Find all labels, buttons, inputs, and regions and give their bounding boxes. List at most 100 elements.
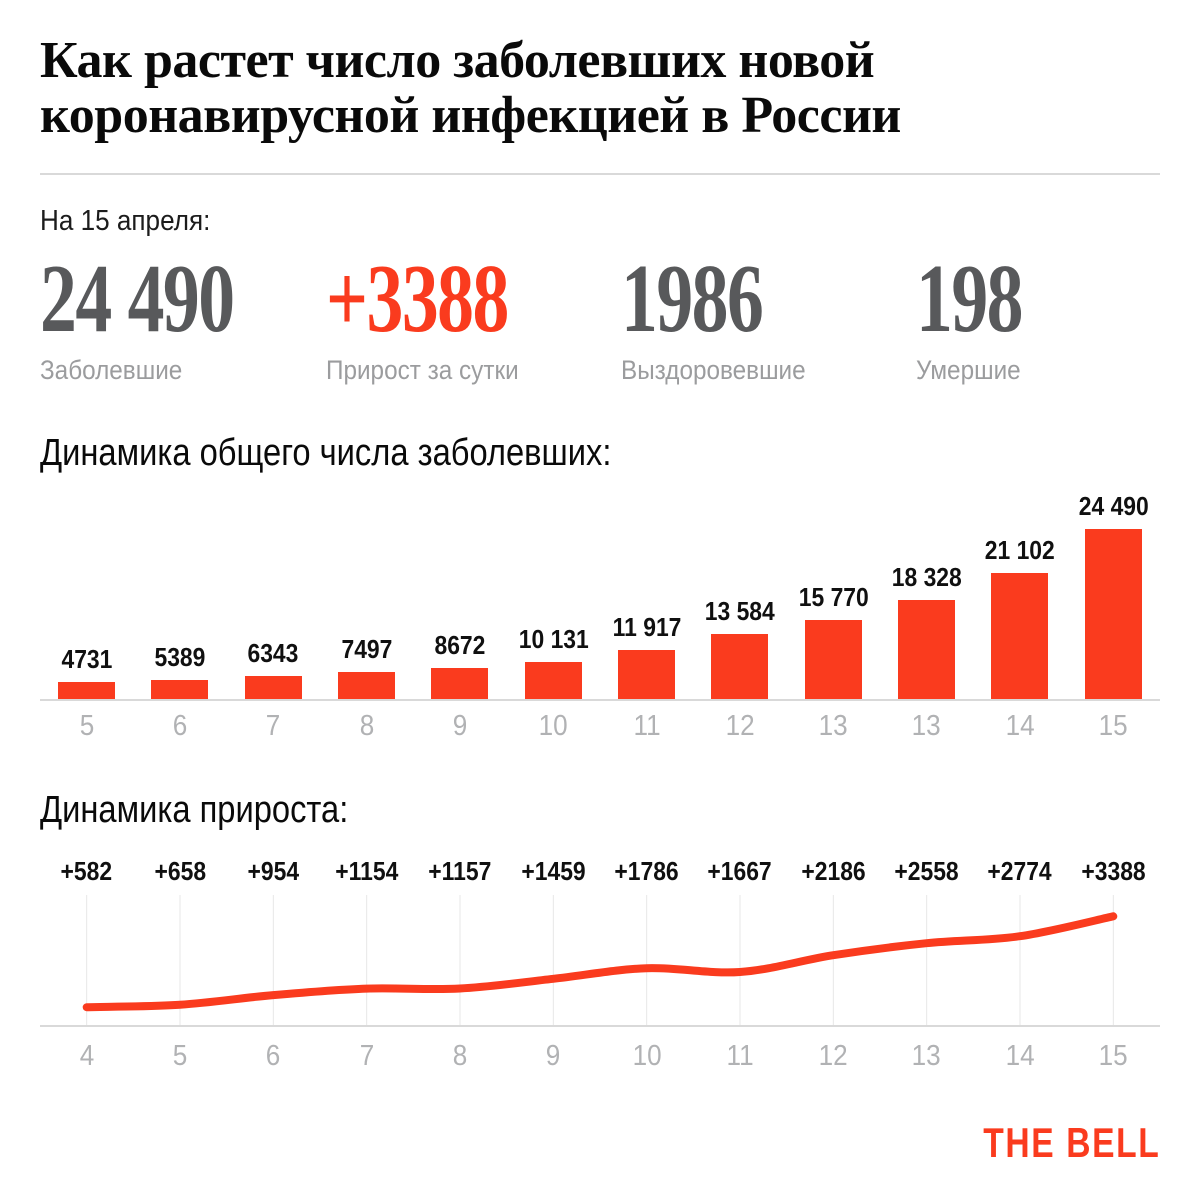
x-tick-text: 12 bbox=[725, 710, 755, 743]
x-tick-label: 6 bbox=[227, 1031, 320, 1073]
stat-label-text: Прирост за сутки bbox=[326, 355, 519, 386]
bar bbox=[991, 573, 1049, 700]
growth-line bbox=[82, 912, 1118, 1012]
x-tick-label: 15 bbox=[1067, 1031, 1160, 1073]
bar-value-label: 4731 bbox=[58, 644, 116, 675]
bar bbox=[431, 668, 489, 700]
bar-chart-x-axis: 5 6 7 8 9 10 11 12 13 13 14 15 bbox=[40, 701, 1160, 743]
point-label: +1786 bbox=[600, 856, 693, 887]
point-label-text: +1786 bbox=[614, 856, 679, 887]
x-tick-label: 6 bbox=[133, 701, 226, 743]
x-tick-label: 4 bbox=[40, 1031, 133, 1073]
bar-value-label: 8672 bbox=[431, 630, 489, 661]
x-tick-text: 10 bbox=[538, 710, 568, 743]
stat-value-text: +3388 bbox=[326, 245, 509, 353]
bar-value-text: 8672 bbox=[434, 630, 486, 661]
bar-value-label: 15 770 bbox=[794, 582, 874, 613]
bar-value-label: 18 328 bbox=[887, 562, 967, 593]
stat-value: 198 bbox=[916, 245, 1056, 353]
bar-chart: 4731 5389 6343 7497 8672 10 131 11 917 13 584 15… bbox=[40, 489, 1160, 702]
bar-value-text: 11 917 bbox=[612, 612, 681, 643]
point-label: +1667 bbox=[693, 856, 786, 887]
bar bbox=[338, 672, 396, 700]
x-tick-label: 8 bbox=[413, 1031, 506, 1073]
x-tick-label: 13 bbox=[880, 701, 973, 743]
x-tick-text: 9 bbox=[452, 710, 468, 743]
stat-value: 1986 bbox=[621, 250, 916, 347]
x-tick-text: 9 bbox=[546, 1040, 561, 1073]
x-tick-label: 11 bbox=[600, 701, 693, 743]
bar-value-label: 7497 bbox=[338, 634, 396, 665]
bar bbox=[898, 600, 956, 700]
x-tick-label: 12 bbox=[787, 1031, 880, 1073]
point-label: +1154 bbox=[320, 856, 413, 887]
stat-label-text: Заболевшие bbox=[40, 355, 183, 386]
bar bbox=[1084, 529, 1142, 700]
x-tick-label: 13 bbox=[787, 701, 880, 743]
bar bbox=[58, 682, 116, 700]
x-tick-label: 14 bbox=[973, 701, 1066, 743]
x-tick-text: 4 bbox=[79, 1040, 94, 1073]
bar-column: 15 770 bbox=[787, 582, 880, 700]
x-tick-text: 7 bbox=[359, 1040, 374, 1073]
x-tick-text: 15 bbox=[1098, 710, 1128, 743]
line-chart-title: Динамика прироста: bbox=[40, 789, 349, 832]
bar-value-text: 10 131 bbox=[518, 624, 589, 655]
bar bbox=[524, 662, 582, 700]
bar bbox=[711, 634, 769, 700]
bar-value-label: 13 584 bbox=[700, 596, 780, 627]
bar-value-label: 5389 bbox=[151, 642, 209, 673]
x-tick-label: 11 bbox=[693, 1031, 786, 1073]
line-chart-x-axis: 4 5 6 7 8 9 10 11 12 13 14 15 bbox=[40, 1031, 1160, 1073]
footer: THE BELL bbox=[40, 1119, 1160, 1167]
bar-value-text: 18 328 bbox=[891, 562, 962, 593]
stat-item: 24 490 Заболевшие bbox=[40, 250, 326, 386]
x-tick-label: 5 bbox=[40, 701, 133, 743]
x-tick-label: 5 bbox=[133, 1031, 226, 1073]
stat-label: Заболевшие bbox=[40, 355, 326, 386]
stats-row: 24 490 Заболевшие +3388 Прирост за сутки 198… bbox=[40, 245, 1160, 386]
x-tick-label: 7 bbox=[320, 1031, 413, 1073]
point-label: +2186 bbox=[787, 856, 880, 887]
x-tick-text: 15 bbox=[1098, 1040, 1128, 1073]
stat-label: Прирост за сутки bbox=[326, 355, 621, 386]
x-tick-text: 12 bbox=[818, 1040, 848, 1073]
x-tick-text: 8 bbox=[452, 1040, 468, 1073]
x-tick-label: 13 bbox=[880, 1031, 973, 1073]
stat-label-text: Умершие bbox=[916, 355, 1021, 386]
stat-label: Выздоровевшие bbox=[621, 355, 916, 386]
point-label: +954 bbox=[227, 856, 320, 887]
the-bell-logo: THE BELL bbox=[982, 1119, 1160, 1167]
line-chart-point-labels: +582 +658 +954 +1154 +1157 +1459 +1786 +1667 +21… bbox=[40, 856, 1160, 887]
point-label-text: +1157 bbox=[428, 856, 492, 887]
bar-value-text: 21 102 bbox=[984, 535, 1055, 566]
stat-item: 198 Умершие bbox=[916, 245, 1056, 386]
point-label: +1459 bbox=[507, 856, 600, 887]
x-tick-text: 6 bbox=[172, 710, 188, 743]
point-label: +658 bbox=[133, 856, 226, 887]
bar-value-text: 5389 bbox=[154, 642, 206, 673]
point-label-text: +2558 bbox=[894, 856, 959, 887]
x-tick-text: 7 bbox=[266, 710, 281, 743]
bar-column: 24 490 bbox=[1067, 491, 1160, 700]
bar-value-text: 6343 bbox=[247, 638, 299, 669]
stat-value: 24 490 bbox=[40, 250, 326, 347]
x-tick-label: 10 bbox=[507, 701, 600, 743]
bar-value-text: 13 584 bbox=[704, 596, 775, 627]
point-label-text: +3388 bbox=[1081, 856, 1146, 887]
x-tick-text: 14 bbox=[1005, 710, 1035, 743]
bar-column: 7497 bbox=[320, 634, 413, 700]
x-tick-text: 11 bbox=[726, 1040, 754, 1073]
x-tick-text: 13 bbox=[912, 1040, 942, 1073]
bar-column: 6343 bbox=[227, 638, 320, 700]
stat-value-text: 198 bbox=[916, 245, 1024, 353]
bar-column: 11 917 bbox=[600, 612, 693, 700]
bar-value-text: 7497 bbox=[341, 634, 393, 665]
point-label-text: +1459 bbox=[521, 856, 586, 887]
bar bbox=[618, 650, 676, 700]
bar-value-text: 15 770 bbox=[798, 582, 869, 613]
x-tick-label: 9 bbox=[507, 1031, 600, 1073]
x-tick-text: 14 bbox=[1005, 1040, 1035, 1073]
bar-column: 5389 bbox=[133, 642, 226, 700]
